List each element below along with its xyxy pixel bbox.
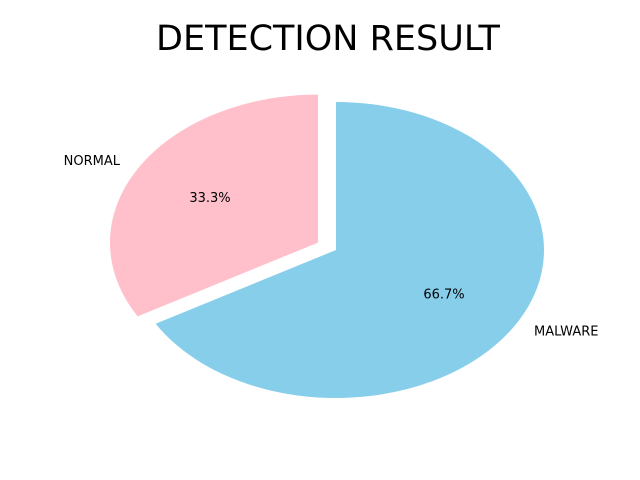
slice-label-normal: NORMAL — [64, 154, 121, 169]
pie-labels: NORMAL 33.3% MALWARE 66.7% — [64, 154, 599, 340]
slice-percent-normal: 33.3% — [189, 191, 230, 206]
slice-percent-malware: 66.7% — [423, 287, 464, 302]
chart-title: DETECTION RESULT — [156, 19, 501, 59]
pie-slices — [109, 94, 544, 398]
pie-slice-normal — [109, 94, 318, 317]
slice-label-malware: MALWARE — [534, 325, 598, 340]
pie-slice-malware — [155, 102, 544, 398]
